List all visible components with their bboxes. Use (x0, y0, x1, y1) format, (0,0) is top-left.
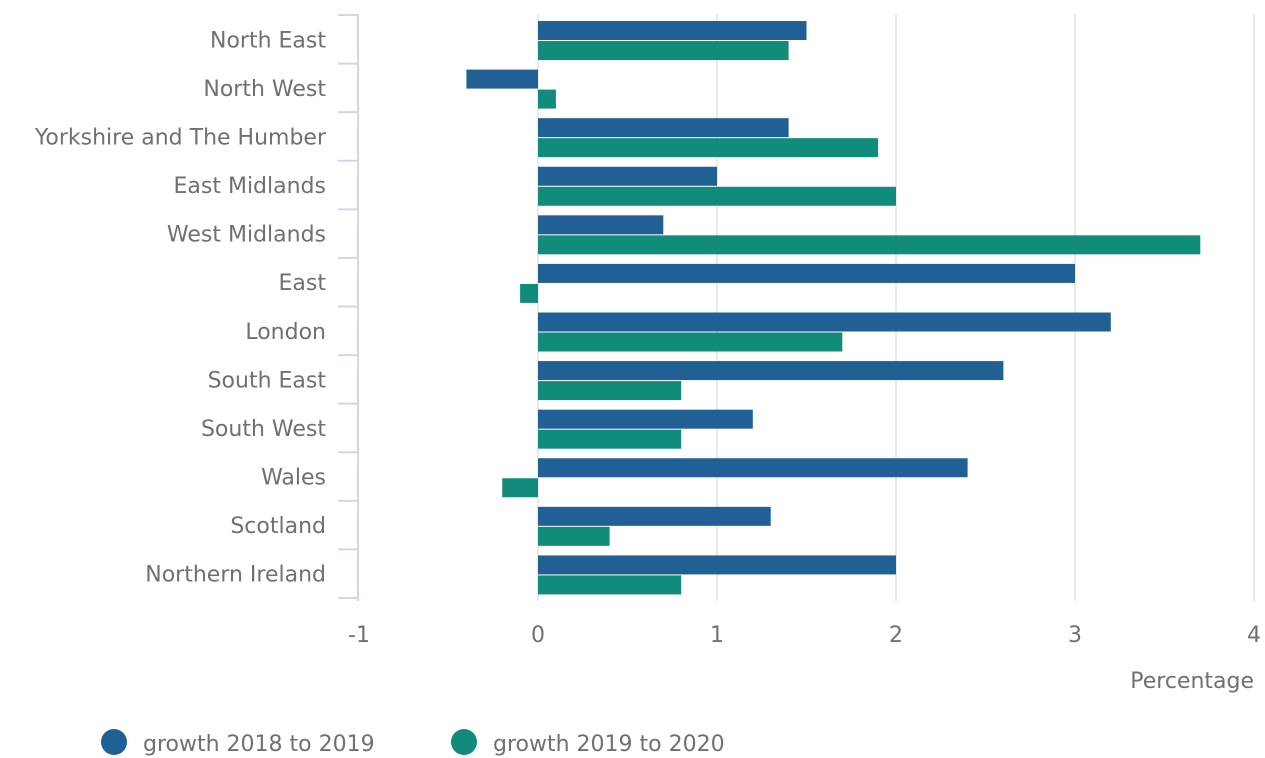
bar (538, 263, 1075, 283)
x-tick-label: 3 (1068, 623, 1082, 648)
legend-swatch (101, 729, 127, 755)
bar (538, 458, 968, 478)
bar (502, 478, 538, 498)
bar (538, 312, 1111, 332)
y-tick-label: West Midlands (167, 223, 326, 248)
bar (538, 166, 717, 186)
y-tick-label: North West (203, 77, 326, 102)
bar (538, 186, 896, 206)
bar (538, 409, 753, 429)
y-tick-label: East (279, 271, 327, 296)
y-tick-label: London (245, 320, 326, 345)
bar (538, 526, 610, 546)
bar (538, 118, 789, 138)
y-tick-label: Yorkshire and The Humber (34, 125, 327, 150)
y-tick-label: East Midlands (174, 174, 327, 199)
bar (538, 361, 1004, 381)
bar (538, 575, 682, 595)
bar (538, 21, 807, 40)
x-tick-label: 4 (1247, 623, 1261, 648)
y-tick-label: Northern Ireland (145, 563, 326, 588)
x-tick-label: -1 (348, 623, 370, 648)
bar (538, 555, 896, 575)
x-tick-label: 1 (710, 623, 724, 648)
x-axis-label: Percentage (1130, 669, 1254, 694)
bar (466, 69, 538, 89)
y-tick-label: North East (210, 28, 326, 53)
bar (538, 429, 682, 449)
legend-swatch (451, 729, 477, 755)
bar (538, 506, 771, 526)
bar (538, 41, 789, 60)
bar (538, 332, 843, 352)
bar (538, 89, 556, 109)
bar (538, 381, 682, 401)
y-tick-label: South West (201, 417, 326, 442)
y-tick-label: Scotland (230, 514, 326, 539)
y-tick-label: Wales (261, 466, 326, 491)
bar (538, 235, 1201, 255)
x-tick-label: 0 (531, 623, 545, 648)
x-tick-label: 2 (889, 623, 903, 648)
bar (538, 215, 664, 235)
y-tick-label: South East (208, 368, 327, 393)
legend-label: growth 2018 to 2019 (143, 732, 375, 757)
legend-label: growth 2019 to 2020 (493, 732, 725, 757)
bar (520, 283, 538, 303)
bar (538, 138, 879, 158)
